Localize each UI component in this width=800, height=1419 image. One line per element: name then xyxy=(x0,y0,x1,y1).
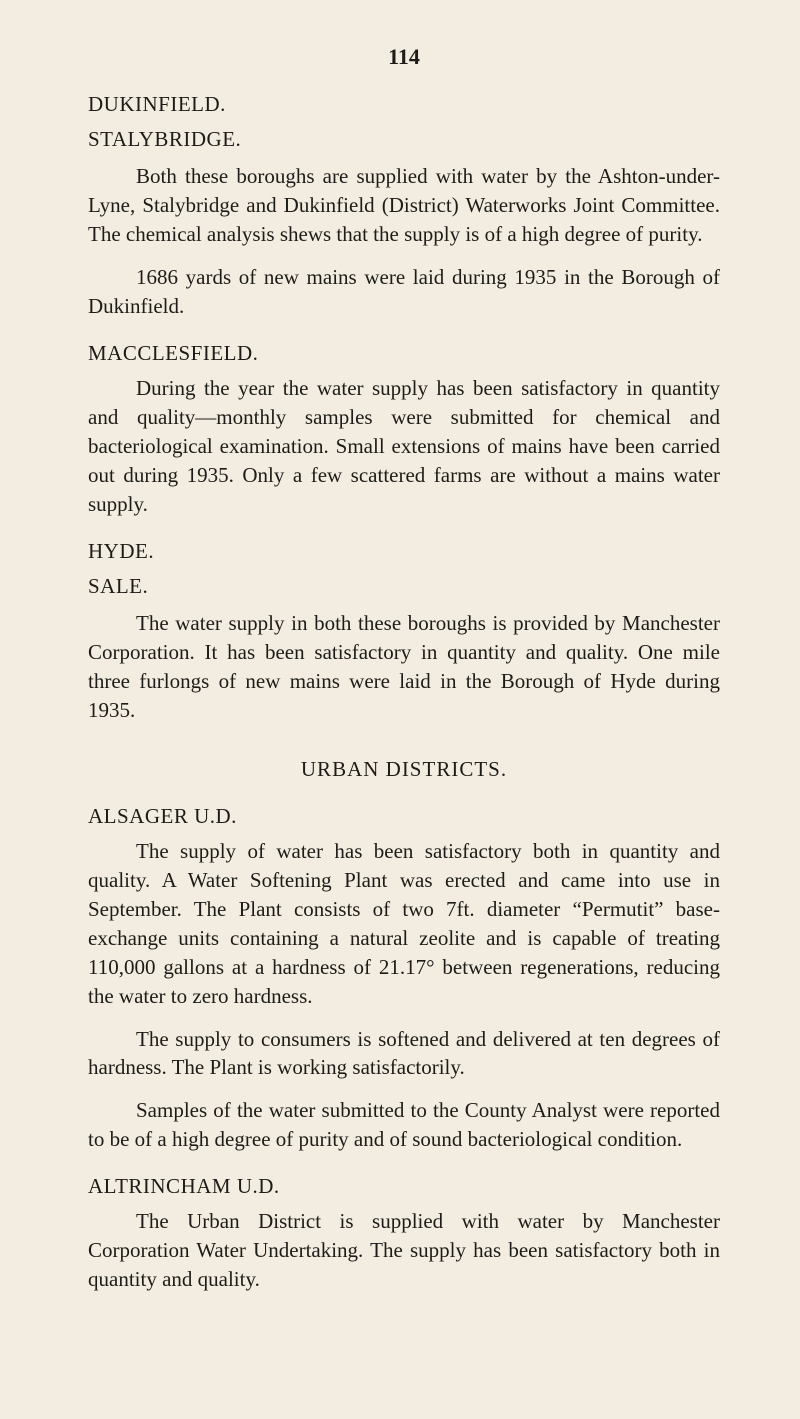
page-number: 114 xyxy=(88,42,720,72)
paragraph: Both these boroughs are supplied with wa… xyxy=(88,162,720,249)
heading-sale: SALE. xyxy=(88,572,720,601)
heading-alsager: ALSAGER U.D. xyxy=(88,802,720,831)
paragraph: During the year the water supply has bee… xyxy=(88,374,720,519)
heading-altrincham: ALTRINCHAM U.D. xyxy=(88,1172,720,1201)
paragraph: The Urban District is supplied with wate… xyxy=(88,1207,720,1294)
paragraph: The supply of water has been satisfactor… xyxy=(88,837,720,1011)
document-page: 114 DUKINFIELD. STALYBRIDGE. Both these … xyxy=(0,0,800,1419)
paragraph: 1686 yards of new mains were laid during… xyxy=(88,263,720,321)
paragraph: Samples of the water submitted to the Co… xyxy=(88,1096,720,1154)
paragraph: The water supply in both these boroughs … xyxy=(88,609,720,725)
heading-urban-districts: URBAN DISTRICTS. xyxy=(88,755,720,784)
heading-dukinfield: DUKINFIELD. xyxy=(88,90,720,119)
heading-hyde: HYDE. xyxy=(88,537,720,566)
paragraph: The supply to consumers is softened and … xyxy=(88,1025,720,1083)
heading-stalybridge: STALYBRIDGE. xyxy=(88,125,720,154)
heading-macclesfield: MACCLESFIELD. xyxy=(88,339,720,368)
